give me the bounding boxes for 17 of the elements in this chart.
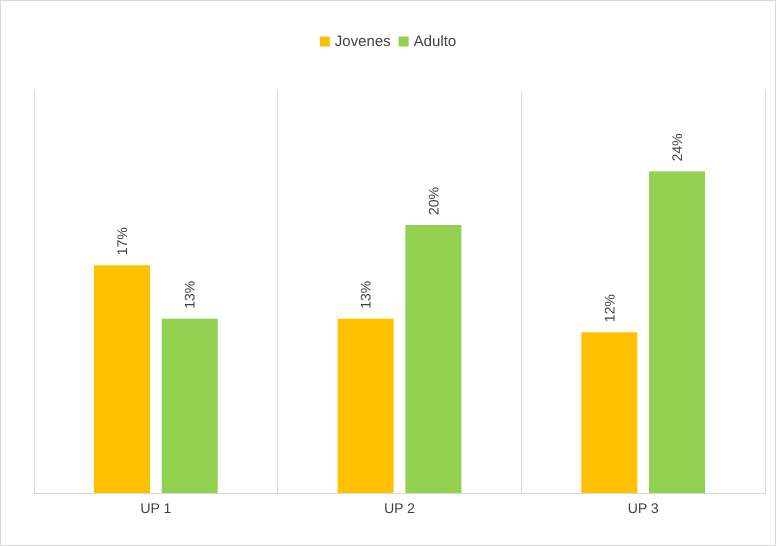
data-label: 17%	[114, 227, 130, 256]
x-tick-label: UP 2	[384, 500, 416, 516]
bar	[649, 171, 706, 493]
bar	[338, 318, 394, 493]
data-label: 24%	[669, 133, 686, 162]
data-label: 20%	[425, 186, 442, 215]
legend-label: Jovenes	[334, 33, 391, 50]
data-label: 13%	[182, 280, 198, 309]
legend-label: Adulto	[414, 33, 456, 50]
data-label: 13%	[358, 280, 374, 309]
bar	[162, 318, 218, 493]
x-tick-label: UP 3	[628, 500, 659, 516]
bar	[581, 332, 638, 493]
data-label: 12%	[601, 294, 618, 322]
x-tick-label: UP 1	[140, 500, 172, 516]
bar	[94, 265, 150, 493]
bar	[405, 225, 462, 493]
